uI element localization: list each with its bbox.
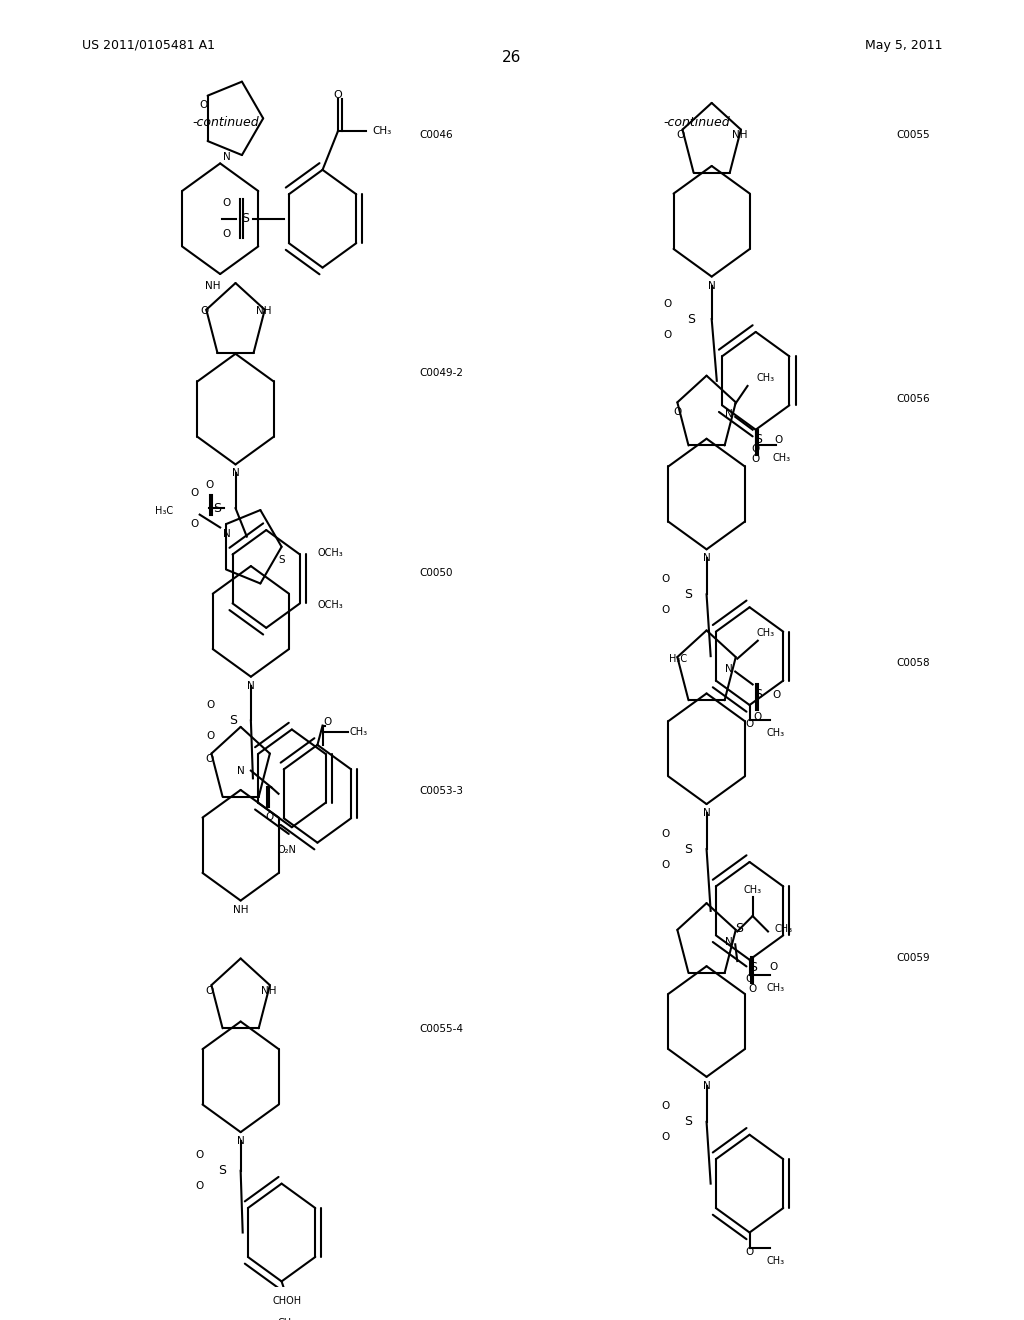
Text: O: O <box>745 719 754 730</box>
Text: O: O <box>196 1150 204 1160</box>
Text: S: S <box>749 961 757 974</box>
Text: O: O <box>769 962 777 973</box>
Text: O: O <box>207 700 215 710</box>
Text: O: O <box>662 1133 670 1142</box>
Text: O: O <box>662 605 670 615</box>
Text: 26: 26 <box>503 50 521 66</box>
Text: O: O <box>674 407 682 417</box>
Text: S: S <box>754 688 762 701</box>
Text: -continued: -continued <box>191 116 259 129</box>
Text: S: S <box>229 714 238 727</box>
Text: CH₃: CH₃ <box>766 1255 784 1266</box>
Text: N: N <box>223 152 231 162</box>
Text: N: N <box>725 409 733 420</box>
Text: O: O <box>749 985 757 994</box>
Text: CH₃: CH₃ <box>757 628 775 638</box>
Text: O: O <box>206 754 214 764</box>
Text: C0050: C0050 <box>420 568 454 578</box>
Text: May 5, 2011: May 5, 2011 <box>864 38 942 51</box>
Text: O: O <box>677 131 685 140</box>
Text: O: O <box>774 436 782 445</box>
Text: O: O <box>752 444 760 454</box>
Text: CHOH: CHOH <box>272 1296 301 1305</box>
Text: N: N <box>708 281 716 290</box>
Text: O: O <box>190 519 199 528</box>
Text: O: O <box>206 986 214 995</box>
Text: O: O <box>662 1101 670 1111</box>
Text: OCH₃: OCH₃ <box>317 599 344 610</box>
Text: CH₃: CH₃ <box>373 127 391 136</box>
Text: S: S <box>754 433 762 446</box>
Text: C0053-3: C0053-3 <box>420 787 464 796</box>
Text: O: O <box>745 1247 754 1257</box>
Text: H₃C: H₃C <box>669 653 687 664</box>
Text: C0055: C0055 <box>896 131 930 140</box>
Text: US 2011/0105481 A1: US 2011/0105481 A1 <box>82 38 215 51</box>
Text: NH: NH <box>256 306 272 317</box>
Text: S: S <box>684 1115 692 1129</box>
Text: O: O <box>207 731 215 741</box>
Text: C0049-2: C0049-2 <box>420 368 464 378</box>
Text: CH₃: CH₃ <box>766 983 784 993</box>
Text: C0058: C0058 <box>896 657 930 668</box>
Text: O: O <box>200 100 208 111</box>
Text: CH₃: CH₃ <box>278 1317 296 1320</box>
Text: O: O <box>772 690 780 700</box>
Text: O: O <box>190 488 199 498</box>
Text: N: N <box>725 664 733 675</box>
Text: H₃C: H₃C <box>155 506 173 516</box>
Text: CH₃: CH₃ <box>743 886 762 895</box>
Text: O: O <box>662 574 670 583</box>
Text: S: S <box>218 1164 226 1177</box>
Text: S: S <box>213 502 221 515</box>
Text: S: S <box>687 313 695 326</box>
Text: -continued: -continued <box>663 116 730 129</box>
Text: O: O <box>754 711 762 722</box>
Text: N: N <box>702 808 711 818</box>
Text: O: O <box>664 330 672 339</box>
Text: S: S <box>241 213 249 226</box>
Text: O: O <box>206 480 214 490</box>
Text: O: O <box>324 717 332 727</box>
Text: OCH₃: OCH₃ <box>317 548 344 558</box>
Text: C0056: C0056 <box>896 393 930 404</box>
Text: O: O <box>201 306 209 317</box>
Text: O: O <box>222 230 230 239</box>
Text: CH₃: CH₃ <box>349 727 368 737</box>
Text: NH: NH <box>205 281 221 290</box>
Text: N: N <box>247 681 255 690</box>
Text: NH: NH <box>731 131 748 140</box>
Text: S: S <box>279 554 285 565</box>
Text: CH₃: CH₃ <box>774 924 793 933</box>
Text: S: S <box>684 587 692 601</box>
Text: O: O <box>222 198 230 209</box>
Text: NH: NH <box>232 904 249 915</box>
Text: O: O <box>752 454 760 465</box>
Text: N: N <box>237 766 245 776</box>
Text: CH₃: CH₃ <box>772 453 791 463</box>
Text: O: O <box>334 90 342 100</box>
Text: O: O <box>662 829 670 838</box>
Text: CH₃: CH₃ <box>766 729 784 738</box>
Text: NH: NH <box>260 986 276 995</box>
Text: CH₃: CH₃ <box>757 374 775 383</box>
Text: N: N <box>702 1081 711 1090</box>
Text: S: S <box>684 842 692 855</box>
Text: N: N <box>237 1137 245 1146</box>
Text: N: N <box>223 529 231 539</box>
Text: C0046: C0046 <box>420 131 454 140</box>
Text: C0059: C0059 <box>896 953 930 964</box>
Text: N: N <box>725 937 733 946</box>
Text: O₂N: O₂N <box>278 845 296 855</box>
Text: N: N <box>231 469 240 478</box>
Text: S: S <box>735 923 743 936</box>
Text: O: O <box>745 974 754 983</box>
Text: O: O <box>265 812 273 822</box>
Text: O: O <box>196 1181 204 1191</box>
Text: C0055-4: C0055-4 <box>420 1024 464 1035</box>
Text: O: O <box>662 859 670 870</box>
Text: N: N <box>702 553 711 564</box>
Text: O: O <box>664 298 672 309</box>
